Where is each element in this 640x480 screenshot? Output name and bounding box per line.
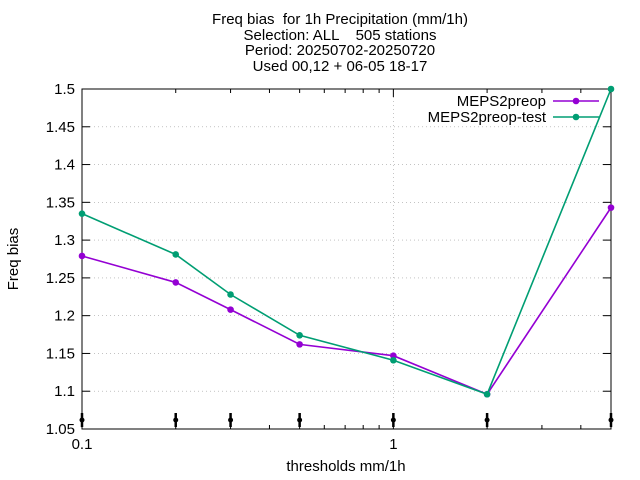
y-tick-label: 1.35 bbox=[46, 194, 75, 211]
y-tick-label: 1.15 bbox=[46, 345, 75, 362]
x-axis-label: thresholds mm/1h bbox=[286, 458, 405, 475]
series-point-2 bbox=[172, 251, 180, 258]
threshold-marker-dot bbox=[484, 417, 490, 423]
series-point-2 bbox=[483, 390, 491, 398]
grid bbox=[81, 88, 611, 430]
series-point-2 bbox=[227, 291, 234, 298]
x-tick-label: 0.1 bbox=[72, 436, 93, 453]
title-line-3: Period: 20250702-20250720 bbox=[244, 42, 436, 59]
axes bbox=[81, 88, 612, 430]
legend-marker-1 bbox=[572, 97, 580, 105]
threshold-marker-dot bbox=[608, 417, 614, 423]
series-point-1 bbox=[227, 306, 234, 313]
y-tick-label: 1.45 bbox=[46, 119, 75, 136]
series-point-1 bbox=[390, 352, 397, 360]
title-line-4: Used 00,12 + 06-05 18-17 bbox=[252, 57, 428, 75]
y-tick-label: 1.5 bbox=[54, 81, 75, 98]
y-tick-label: 1.3 bbox=[54, 232, 75, 249]
plot-frame bbox=[81, 88, 612, 430]
series-point-1 bbox=[172, 279, 180, 286]
threshold-marker-dot bbox=[390, 417, 396, 423]
threshold-marker-dot bbox=[173, 417, 179, 423]
series bbox=[78, 85, 615, 398]
series-line-2 bbox=[81, 88, 612, 396]
chart-title: Freq bias for 1h Precipitation (mm/1h) S… bbox=[180, 12, 500, 74]
y-tick-label: 1.2 bbox=[54, 308, 75, 325]
series-point-1 bbox=[607, 204, 615, 211]
series-line-1 bbox=[81, 207, 612, 396]
legend-marker-2 bbox=[572, 113, 580, 121]
series-point-2 bbox=[607, 85, 615, 93]
x-tick-label: 1 bbox=[389, 436, 397, 453]
ticks: 1.05 1.1 1.15 1.2 1.25 1.3 1.35 1.4 1.45 1.5 0.1 1 bbox=[46, 81, 614, 453]
series-point-2 bbox=[390, 356, 397, 364]
threshold-marker-dot bbox=[228, 417, 234, 423]
series-point-2 bbox=[296, 332, 303, 339]
y-axis-label: Freq bias bbox=[5, 228, 22, 291]
threshold-marker-dot bbox=[297, 417, 303, 423]
legend-label-2: MEPS2preop-test bbox=[428, 109, 547, 126]
series-point-1 bbox=[78, 252, 86, 260]
series-point-2 bbox=[78, 210, 86, 217]
title-line-1: Freq bias for 1h Precipitation (mm/1h) bbox=[212, 11, 468, 28]
y-tick-label: 1.4 bbox=[54, 157, 75, 174]
y-tick-label: 1.1 bbox=[54, 383, 75, 400]
y-tick-label: 1.05 bbox=[46, 421, 75, 438]
legend-label-1: MEPS2preop bbox=[457, 93, 546, 110]
threshold-marker-dot bbox=[79, 417, 85, 423]
series-point-1 bbox=[296, 341, 303, 348]
title-line-2: Selection: ALL 505 stations bbox=[243, 26, 437, 44]
y-tick-label: 1.25 bbox=[46, 270, 75, 287]
